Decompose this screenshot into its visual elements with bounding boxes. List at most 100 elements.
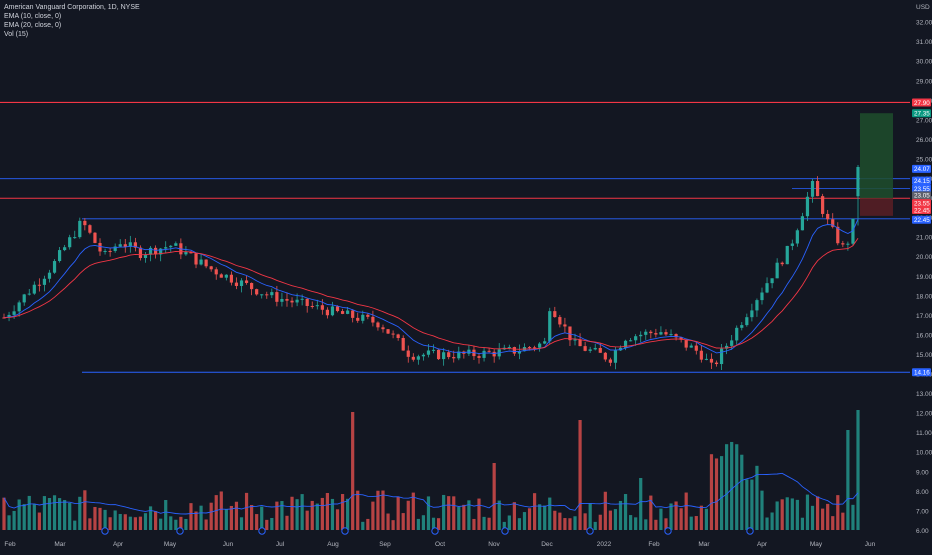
volume-bar [189, 503, 193, 530]
volume-bar [765, 517, 769, 530]
candle-body [669, 334, 673, 336]
candle-body [836, 226, 840, 244]
volume-bar [340, 494, 345, 530]
volume-bar [421, 515, 426, 530]
volume-bar [704, 508, 709, 530]
candle-body [255, 289, 259, 295]
volume-bars [2, 410, 860, 530]
volume-bar [57, 498, 62, 530]
y-tick-label: 9.00 [916, 469, 929, 476]
candle-body [765, 283, 769, 293]
x-tick-label: Dec [541, 541, 553, 548]
y-tick-label: 8.00 [916, 489, 929, 496]
candle-body [416, 356, 420, 360]
price-label-text: 23.55 [914, 186, 930, 193]
volume-bar [239, 517, 244, 530]
candle-body [558, 317, 562, 325]
volume-bar [436, 518, 441, 530]
volume-bar [229, 505, 233, 530]
candle-body [239, 280, 244, 286]
candle-body [386, 329, 390, 334]
candle-body [750, 310, 754, 318]
volume-bar [699, 505, 703, 530]
candle-body [573, 339, 577, 341]
volume-bar [588, 503, 592, 530]
volume-bar [199, 505, 203, 530]
volume-bar [583, 513, 587, 530]
candle-body [376, 322, 380, 328]
x-tick-label: May [810, 541, 823, 548]
candle-body [250, 282, 254, 290]
y-tick-label: 12.00 [916, 411, 932, 418]
volume-bar [689, 516, 693, 530]
y-tick-label: 16.00 [916, 332, 932, 339]
volume-bar [593, 521, 597, 530]
candle-body [335, 306, 340, 312]
volume-bar [482, 516, 486, 530]
volume-bar [351, 412, 355, 530]
volume-bar [68, 502, 72, 530]
volume-bar [457, 506, 461, 530]
volume-bar [750, 479, 754, 530]
volume-bar [558, 512, 562, 530]
volume-bar [244, 492, 249, 530]
price-label-tag [912, 368, 931, 377]
volume-bar [512, 502, 516, 530]
volume-bar [755, 465, 759, 530]
price-label-text: 23.55 [914, 200, 930, 207]
volume-bar [553, 510, 557, 530]
volume-bar [730, 441, 734, 530]
ema-lines [3, 219, 859, 355]
volume-bar [118, 513, 122, 530]
candle-body [340, 311, 345, 314]
candle-body [512, 347, 516, 354]
candle-body [684, 339, 688, 348]
candle-body [543, 341, 547, 344]
candle-body [447, 352, 451, 358]
volume-bar [770, 512, 774, 530]
volume-bar [623, 494, 628, 530]
time-axis: Feb Mar Apr May Jun Jul Aug Sep Oct Nov Dec 2022 Feb… [4, 541, 875, 548]
event-marker-6 [586, 527, 594, 535]
volume-bar [649, 495, 653, 530]
candle-body [229, 274, 233, 283]
candle-body [735, 327, 739, 341]
candle-body [401, 337, 405, 351]
candle-body [103, 250, 107, 252]
candle-body [184, 252, 188, 255]
volume-bar [2, 497, 6, 530]
candle-body [603, 352, 607, 360]
volume-bar [153, 511, 158, 530]
volume-bar [169, 516, 173, 530]
volume-bar [300, 494, 304, 530]
volume-bar [255, 514, 259, 530]
volume-bar [93, 506, 97, 530]
volume-bar [391, 520, 395, 530]
axis-unit: USD [916, 4, 930, 11]
volume-bar [52, 495, 57, 530]
legend-ema10: EMA (10, close, 0) [4, 13, 62, 20]
x-tick-label: Feb [648, 541, 660, 548]
volume-bar [214, 495, 218, 530]
y-tick-label: 21.00 [916, 235, 932, 242]
candle-body [224, 274, 228, 278]
y-tick-label: 13.00 [916, 391, 932, 398]
candle-body [578, 339, 582, 347]
candle-body [719, 348, 724, 365]
candle-body [310, 305, 314, 307]
candle-body [133, 242, 137, 248]
candle-body [148, 247, 153, 255]
volume-bar [295, 499, 299, 530]
candle-body [780, 262, 784, 265]
candle-body [629, 340, 633, 342]
x-tick-label: Mar [54, 541, 66, 548]
candle-body [93, 232, 97, 243]
candle-body [426, 350, 431, 355]
candle-body [659, 332, 663, 335]
candle-body [588, 349, 592, 351]
y-tick-label: 10.00 [916, 450, 932, 457]
price-label-text: 22.45 [914, 217, 930, 224]
volume-bar [133, 517, 137, 530]
